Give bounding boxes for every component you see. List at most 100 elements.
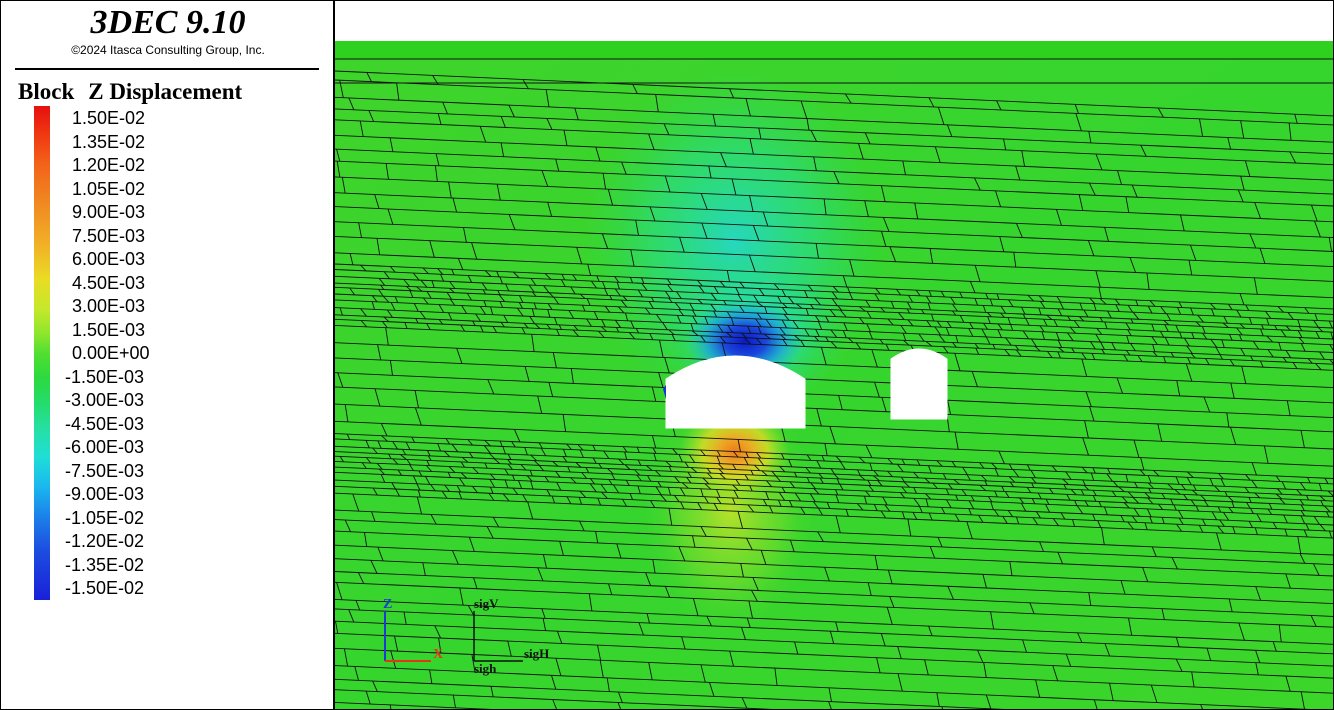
joint-line xyxy=(899,492,906,499)
joint-line xyxy=(1092,467,1096,474)
joint-line xyxy=(987,496,993,503)
joint-line xyxy=(1183,494,1188,501)
joint-line xyxy=(1253,277,1258,295)
joint-line xyxy=(984,480,988,486)
joint-line xyxy=(472,320,476,326)
joint-line xyxy=(1078,194,1084,211)
joint-line xyxy=(542,618,547,631)
joint-line xyxy=(1053,319,1058,327)
joint-line xyxy=(1192,489,1199,496)
joint-line xyxy=(749,485,753,492)
joint-line xyxy=(467,605,474,616)
joint-line xyxy=(1034,345,1041,352)
sigv-label: sigV xyxy=(474,596,499,611)
joint-line xyxy=(651,386,657,402)
joint-line xyxy=(354,666,359,681)
joint-line xyxy=(581,305,586,312)
joint-line xyxy=(636,474,642,482)
joint-line xyxy=(490,473,496,480)
joint-line xyxy=(1300,510,1306,517)
title-divider xyxy=(15,68,319,70)
joint-line xyxy=(748,600,753,619)
joint-line xyxy=(634,469,640,476)
joint-line xyxy=(1147,497,1154,505)
joint-line xyxy=(1008,476,1016,483)
joint-line xyxy=(1313,320,1319,328)
joint-line xyxy=(622,446,628,453)
joint-line xyxy=(450,298,456,306)
joint-line xyxy=(555,158,560,172)
joint-line xyxy=(1089,297,1096,305)
joint-line xyxy=(936,320,942,328)
joint-line xyxy=(1236,327,1243,336)
joint-line xyxy=(646,465,653,471)
joint-line xyxy=(1260,328,1264,336)
joint-line xyxy=(484,462,488,469)
joint-line xyxy=(472,467,479,474)
joint-line xyxy=(1029,602,1035,614)
joint-line xyxy=(377,344,382,360)
joint-line xyxy=(1326,511,1330,518)
joint-line xyxy=(534,323,541,329)
color-scale-tick-label: 1.20E-02 xyxy=(72,155,146,175)
joint-line xyxy=(593,311,599,320)
model-viewport[interactable]: Z X sigV sigH sigh xyxy=(335,1,1333,709)
joint-line xyxy=(994,490,998,498)
joint-line xyxy=(335,275,1333,322)
stress-indicator: sigV sigH sigh xyxy=(473,596,549,676)
joint-line xyxy=(704,316,709,325)
joint-line xyxy=(1051,465,1058,472)
joint-line xyxy=(662,322,668,331)
joint-line xyxy=(1144,492,1151,499)
joint-line xyxy=(959,291,963,298)
joint-line xyxy=(831,298,838,306)
joint-line xyxy=(874,555,879,570)
joint-line xyxy=(925,341,933,347)
joint-line xyxy=(649,206,656,222)
joint-line xyxy=(947,483,953,490)
joint-line xyxy=(335,70,1333,117)
joint-line xyxy=(880,230,887,247)
joint-line xyxy=(1163,320,1170,326)
joint-line xyxy=(996,100,1002,111)
joint-line xyxy=(1037,492,1042,500)
joint-line xyxy=(335,192,1333,239)
joint-line xyxy=(835,489,839,496)
joint-line xyxy=(1117,170,1122,185)
joint-line xyxy=(1161,608,1165,620)
joint-line xyxy=(552,699,557,709)
joint-line xyxy=(507,463,513,470)
joint-line xyxy=(445,438,451,445)
joint-line xyxy=(448,466,456,473)
joint-line xyxy=(622,498,627,507)
joint-line xyxy=(1081,352,1087,360)
joint-line xyxy=(364,532,368,547)
joint-line xyxy=(1255,650,1261,663)
joint-line xyxy=(936,460,943,467)
joint-line xyxy=(648,301,654,309)
joint-line xyxy=(672,448,678,455)
joint-line xyxy=(1186,477,1192,486)
joint-line xyxy=(1067,332,1074,342)
joint-line xyxy=(440,274,445,282)
joint-line xyxy=(1246,502,1251,509)
joint-line xyxy=(513,429,521,443)
joint-line xyxy=(1244,486,1250,494)
joint-line xyxy=(1027,294,1034,302)
joint-line xyxy=(831,291,838,300)
joint-line xyxy=(708,165,712,179)
joint-line xyxy=(335,544,1333,591)
joint-line xyxy=(678,309,684,316)
joint-line xyxy=(1227,496,1234,503)
joint-line xyxy=(524,366,530,382)
joint-line xyxy=(655,470,662,477)
joint-line xyxy=(966,521,973,539)
joint-line xyxy=(1104,643,1111,657)
joint-line xyxy=(645,572,652,586)
joint-line xyxy=(335,307,1333,353)
joint-line xyxy=(710,303,717,312)
joint-line xyxy=(947,586,954,600)
joint-line xyxy=(1122,496,1128,504)
joint-line xyxy=(663,123,670,135)
color-scale-tick-label: 9.00E-03 xyxy=(72,202,146,222)
